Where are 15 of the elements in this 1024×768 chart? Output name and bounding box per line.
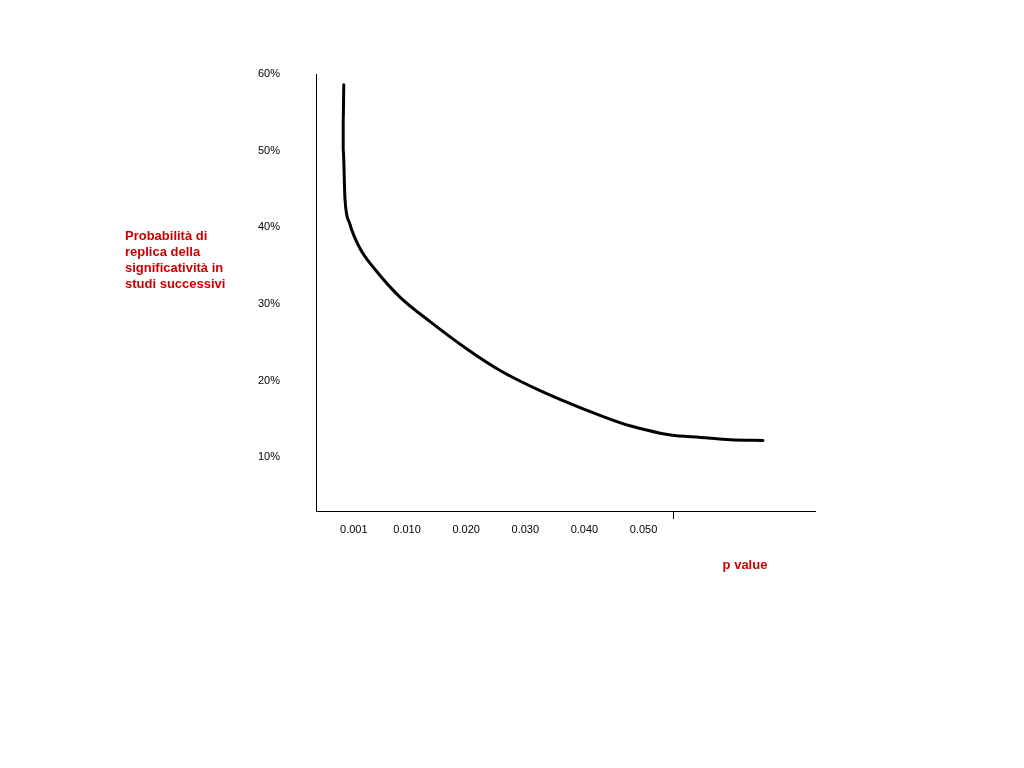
y-tick-label: 50% — [257, 143, 281, 156]
x-tick-label: 0.050 — [629, 522, 658, 535]
x-tick-label: 0.030 — [511, 522, 540, 535]
x-axis-title: p value — [721, 557, 769, 573]
y-tick-label: 60% — [257, 67, 281, 80]
line-series — [341, 83, 765, 442]
x-tick-label: 0.040 — [570, 522, 599, 535]
x-tick-label: 0.001 — [340, 522, 368, 535]
y-tick-label: 20% — [257, 373, 281, 386]
x-tick-label: 0.020 — [452, 522, 480, 535]
x-tick-label: 0.010 — [393, 522, 421, 535]
y-tick-label: 10% — [257, 450, 281, 463]
y-tick-label: 40% — [257, 220, 281, 233]
y-axis-title: Probabilità di replica della significatività in studi successivi — [125, 228, 227, 292]
y-tick-label: 30% — [257, 297, 281, 310]
